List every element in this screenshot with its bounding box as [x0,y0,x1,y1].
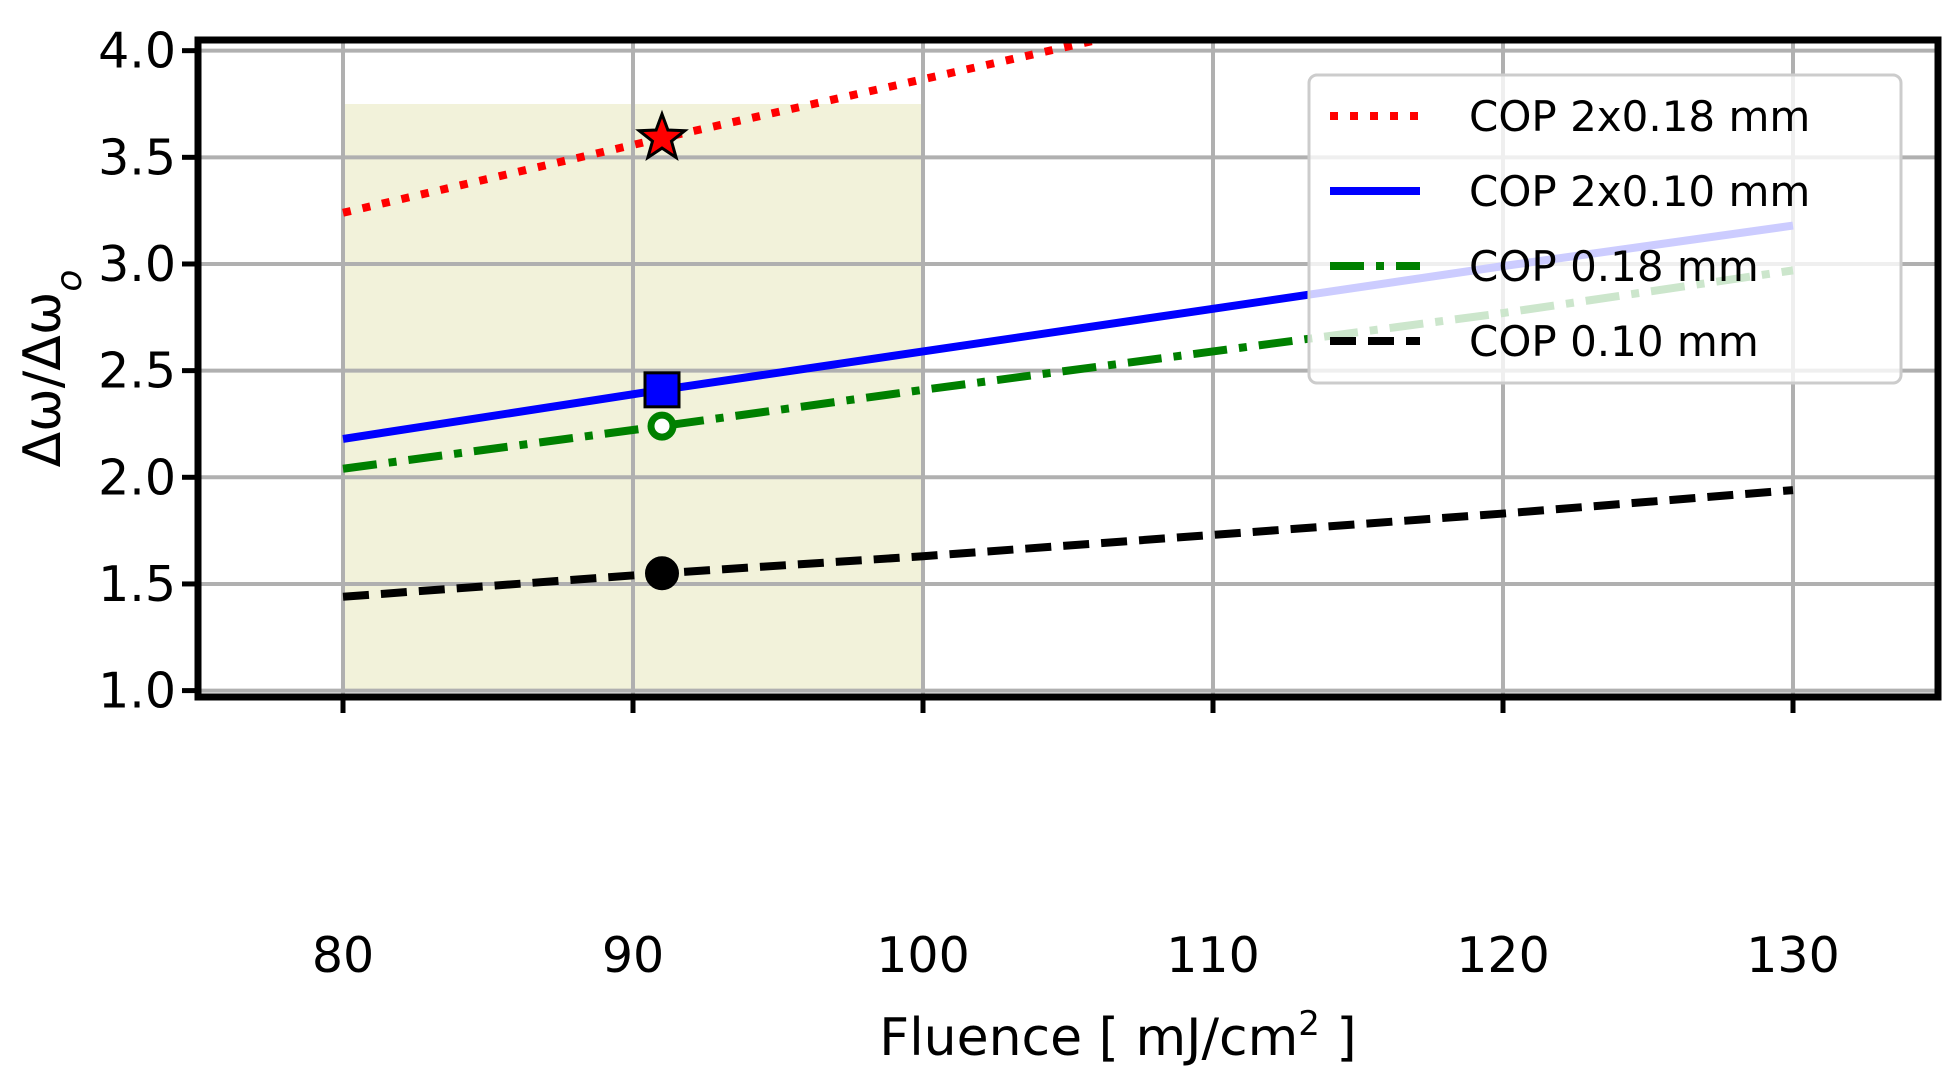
x-tick-label: 120 [1456,927,1550,984]
legend-label-4: COP 0.10 mm [1469,317,1759,366]
legend-box [1307,73,1903,385]
y-axis-label: Δω/Δωo [13,270,90,468]
y-tick-label: 3.0 [98,236,176,293]
circle-marker [645,556,679,591]
y-tick-label: 2.0 [98,449,176,506]
legend-label-3: COP 0.18 mm [1469,242,1759,291]
legend-label-1: COP 2x0.18 mm [1469,92,1810,141]
x-tick-label: 100 [876,927,970,984]
x-tick-label: 130 [1746,927,1840,984]
x-tick-label: 110 [1166,927,1260,984]
y-tick-label: 1.5 [98,556,176,613]
legend-label-2: COP 2x0.10 mm [1469,167,1810,216]
square-marker [643,371,681,409]
series-line-4 [342,486,1794,601]
y-tick-label: 3.5 [98,129,176,186]
y-tick-label: 4.0 [98,23,176,80]
x-tick-label: 80 [312,927,374,984]
x-tick-label: 90 [602,927,664,984]
y-tick-label: 2.5 [98,343,176,400]
x-axis-label: Fluence [ mJ/cm2 ] [879,1004,1356,1068]
open-circle-marker [647,411,677,441]
y-tick-label: 1.0 [98,663,176,720]
star-marker [635,109,689,162]
